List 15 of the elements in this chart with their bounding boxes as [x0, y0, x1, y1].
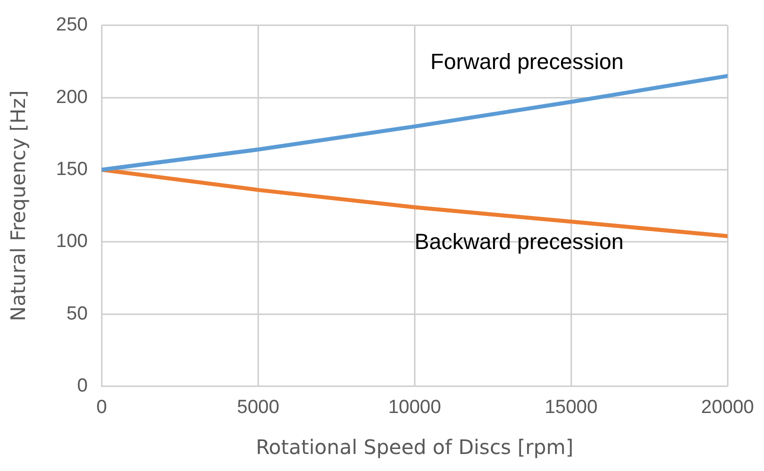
y-tick-label: 200 — [56, 86, 88, 108]
x-tick-label: 10000 — [388, 396, 442, 418]
series-label: Forward precession — [430, 48, 624, 74]
y-tick-label: 50 — [66, 303, 88, 324]
y-tick-label: 100 — [56, 231, 88, 252]
x-tick-label: 20000 — [701, 396, 754, 418]
y-tick-label: 250 — [56, 14, 88, 36]
x-tick-label: 5000 — [237, 396, 280, 418]
series-label: Backward precession — [414, 229, 624, 254]
x-tick-label: 15000 — [544, 396, 598, 418]
x-tick-label: 0 — [96, 396, 107, 418]
y-axis-title: Natural Frequency [Hz] — [6, 90, 30, 322]
y-tick-label: 150 — [56, 158, 88, 180]
x-axis-title: Rotational Speed of Discs [rpm] — [256, 435, 574, 460]
y-tick-label: 0 — [77, 375, 88, 396]
